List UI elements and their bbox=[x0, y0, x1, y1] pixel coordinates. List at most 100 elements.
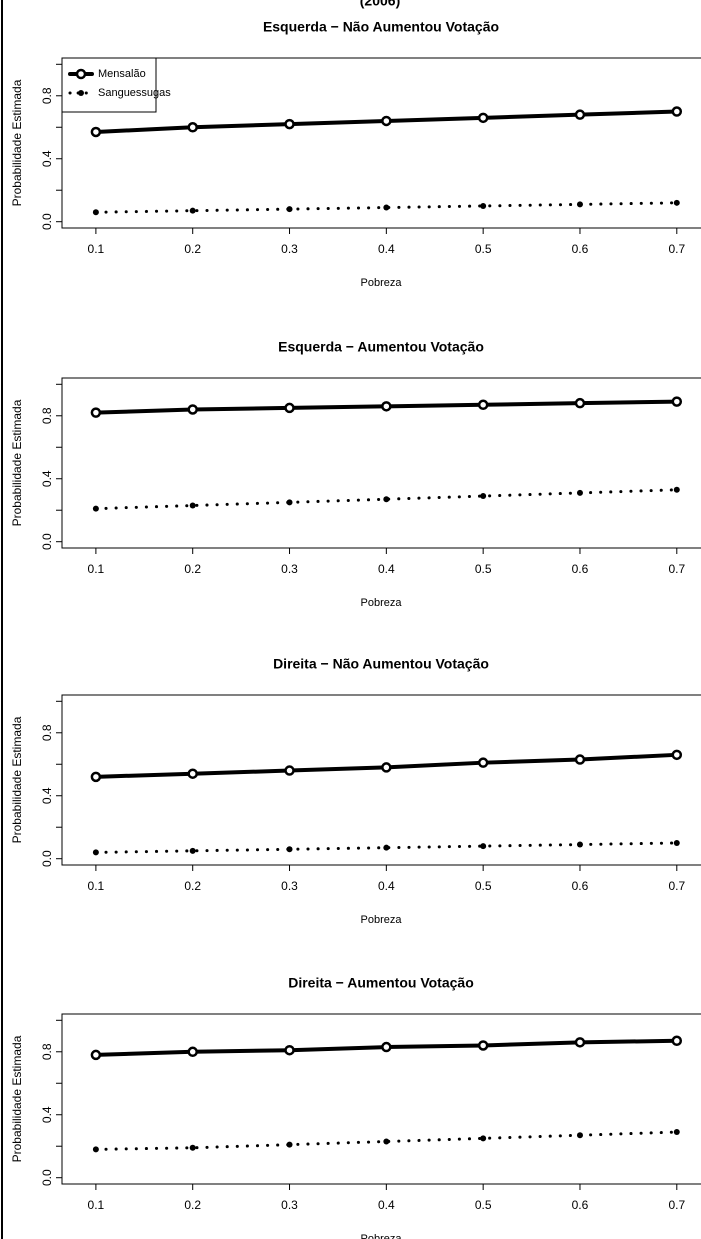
x-tick-label: 0.3 bbox=[281, 562, 298, 576]
data-point bbox=[480, 493, 487, 500]
x-tick-label: 0.6 bbox=[572, 879, 589, 893]
data-point bbox=[381, 1041, 392, 1053]
x-tick-label: 0.5 bbox=[475, 879, 492, 893]
data-point bbox=[90, 407, 102, 418]
legend-label: Mensalão bbox=[98, 68, 146, 80]
x-tick-label: 0.3 bbox=[281, 879, 298, 893]
data-point bbox=[189, 847, 196, 854]
data-point bbox=[576, 201, 583, 208]
x-tick-label: 0.1 bbox=[88, 242, 105, 256]
data-point bbox=[383, 1138, 390, 1145]
plot-box bbox=[61, 1013, 701, 1185]
y-tick-label: 0.0 bbox=[40, 533, 54, 550]
data-point bbox=[90, 771, 102, 783]
chart-title: Esquerda − Não Aumentou Votação bbox=[263, 19, 499, 35]
data-point bbox=[576, 1132, 583, 1139]
legend-marker bbox=[78, 90, 84, 96]
data-point bbox=[480, 843, 487, 850]
data-point bbox=[574, 1037, 586, 1048]
data-point bbox=[187, 404, 198, 415]
y-tick-label: 0.4 bbox=[40, 150, 54, 167]
data-point bbox=[576, 841, 583, 848]
x-tick-label: 0.1 bbox=[88, 1198, 105, 1212]
caption: (2006) bbox=[360, 0, 400, 9]
x-tick-label: 0.5 bbox=[475, 242, 492, 256]
plot-box bbox=[61, 377, 701, 549]
data-point bbox=[284, 765, 295, 776]
y-tick-label: 0.4 bbox=[40, 787, 54, 804]
x-tick-label: 0.2 bbox=[184, 1198, 201, 1212]
data-point bbox=[284, 402, 295, 414]
data-point bbox=[92, 505, 99, 512]
data-point bbox=[576, 489, 583, 496]
data-point bbox=[480, 202, 487, 209]
data-point bbox=[286, 846, 293, 853]
data-point bbox=[381, 762, 392, 773]
data-point bbox=[189, 1144, 196, 1151]
x-axis-label: Pobreza bbox=[361, 277, 403, 289]
y-tick-label: 0.4 bbox=[40, 1106, 54, 1123]
data-point bbox=[673, 839, 680, 846]
x-tick-label: 0.7 bbox=[668, 242, 685, 256]
data-point bbox=[477, 757, 489, 768]
y-tick-label: 0.8 bbox=[40, 724, 54, 741]
y-tick-label: 0.8 bbox=[40, 87, 54, 104]
data-point bbox=[673, 199, 680, 206]
x-tick-label: 0.2 bbox=[184, 879, 201, 893]
data-point bbox=[92, 1146, 99, 1153]
data-point bbox=[187, 1046, 198, 1058]
y-tick-label: 0.8 bbox=[40, 1043, 54, 1060]
data-point bbox=[381, 115, 392, 127]
data-point bbox=[671, 749, 683, 761]
data-point bbox=[284, 118, 295, 130]
y-tick-label: 0.0 bbox=[40, 213, 54, 230]
data-point bbox=[92, 849, 99, 856]
x-tick-label: 0.2 bbox=[184, 562, 201, 576]
x-tick-label: 0.5 bbox=[475, 1198, 492, 1212]
x-tick-label: 0.2 bbox=[184, 242, 201, 256]
x-axis-label: Pobreza bbox=[361, 1233, 403, 1239]
plot-box bbox=[61, 694, 701, 866]
x-tick-label: 0.3 bbox=[281, 1198, 298, 1212]
data-point bbox=[574, 397, 586, 409]
plot-box bbox=[61, 57, 701, 229]
data-point bbox=[286, 1141, 293, 1148]
data-point bbox=[673, 1129, 680, 1136]
y-tick-label: 0.8 bbox=[40, 407, 54, 424]
y-tick-label: 0.0 bbox=[40, 1169, 54, 1186]
data-point bbox=[383, 204, 390, 211]
data-point bbox=[284, 1044, 295, 1056]
chart-title: Direita − Aumentou Votação bbox=[288, 975, 474, 991]
x-tick-label: 0.6 bbox=[572, 1198, 589, 1212]
legend-marker bbox=[75, 68, 87, 80]
x-tick-label: 0.7 bbox=[668, 879, 685, 893]
data-point bbox=[477, 399, 489, 411]
x-tick-label: 0.1 bbox=[88, 562, 105, 576]
chart-title: Direita − Não Aumentou Votação bbox=[273, 656, 489, 672]
data-point bbox=[381, 401, 392, 412]
data-point bbox=[671, 106, 683, 117]
data-point bbox=[189, 207, 196, 214]
data-point bbox=[187, 768, 198, 779]
data-point bbox=[574, 754, 586, 765]
x-tick-label: 0.3 bbox=[281, 242, 298, 256]
x-tick-label: 0.1 bbox=[88, 879, 105, 893]
x-tick-label: 0.7 bbox=[668, 562, 685, 576]
y-axis-label: Probabilidade Estimada bbox=[10, 79, 24, 206]
x-tick-label: 0.7 bbox=[668, 1198, 685, 1212]
x-tick-label: 0.6 bbox=[572, 562, 589, 576]
data-point bbox=[189, 502, 196, 509]
data-point bbox=[90, 1049, 102, 1061]
legend-box bbox=[61, 57, 157, 113]
x-tick-label: 0.4 bbox=[378, 1198, 395, 1212]
data-point bbox=[383, 496, 390, 503]
y-axis-label: Probabilidade Estimada bbox=[10, 399, 24, 526]
x-tick-label: 0.6 bbox=[572, 242, 589, 256]
data-point bbox=[187, 122, 198, 133]
data-point bbox=[383, 844, 390, 851]
x-tick-label: 0.4 bbox=[378, 562, 395, 576]
legend-label: Sanguessugas bbox=[98, 87, 171, 99]
y-tick-label: 0.4 bbox=[40, 470, 54, 487]
data-point bbox=[477, 112, 489, 124]
